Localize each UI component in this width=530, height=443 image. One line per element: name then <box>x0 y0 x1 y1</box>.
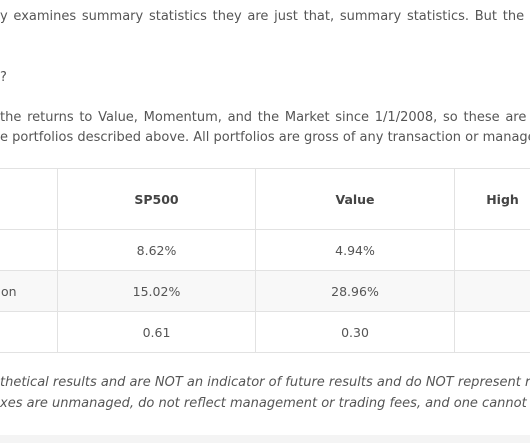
sp500-cell: 0.61 <box>57 311 256 353</box>
table-row: 0.61 0.30 <box>0 311 530 353</box>
paragraph-line: e portfolios described above. All portfo… <box>0 130 530 145</box>
table-header-row: SP500 Value High <box>0 168 530 230</box>
row-label-cell <box>0 311 58 353</box>
row-label-cell <box>0 229 58 271</box>
row-label-cell: on <box>0 270 58 312</box>
summary-statistics-table: SP500 Value High 8.62% 4.94% on 15.02% 2… <box>0 168 530 353</box>
table-row: on 15.02% 28.96% <box>0 270 530 312</box>
header-cell-sp500: SP500 <box>57 168 256 230</box>
table-row: 8.62% 4.94% <box>0 229 530 271</box>
disclaimer-line: xes are unmanaged, do not reflect manage… <box>0 396 530 411</box>
sp500-cell: 15.02% <box>57 270 256 312</box>
summary-statistics-table-container: SP500 Value High 8.62% 4.94% on 15.02% 2… <box>0 168 530 353</box>
paragraph-line: the returns to Value, Momentum, and the … <box>0 110 530 125</box>
paragraph-line: y examines summary statistics they are j… <box>0 9 525 24</box>
value-cell: 0.30 <box>255 311 455 353</box>
header-cell-label <box>0 168 58 230</box>
question-line: ? <box>0 70 7 85</box>
sp500-cell: 8.62% <box>57 229 256 271</box>
high-cell <box>454 270 530 312</box>
disclaimer-line: thetical results and are NOT an indicato… <box>0 375 530 390</box>
high-cell <box>454 229 530 271</box>
value-cell: 28.96% <box>255 270 455 312</box>
header-cell-high: High <box>454 168 530 230</box>
header-cell-value: Value <box>255 168 455 230</box>
value-cell: 4.94% <box>255 229 455 271</box>
high-cell <box>454 311 530 353</box>
